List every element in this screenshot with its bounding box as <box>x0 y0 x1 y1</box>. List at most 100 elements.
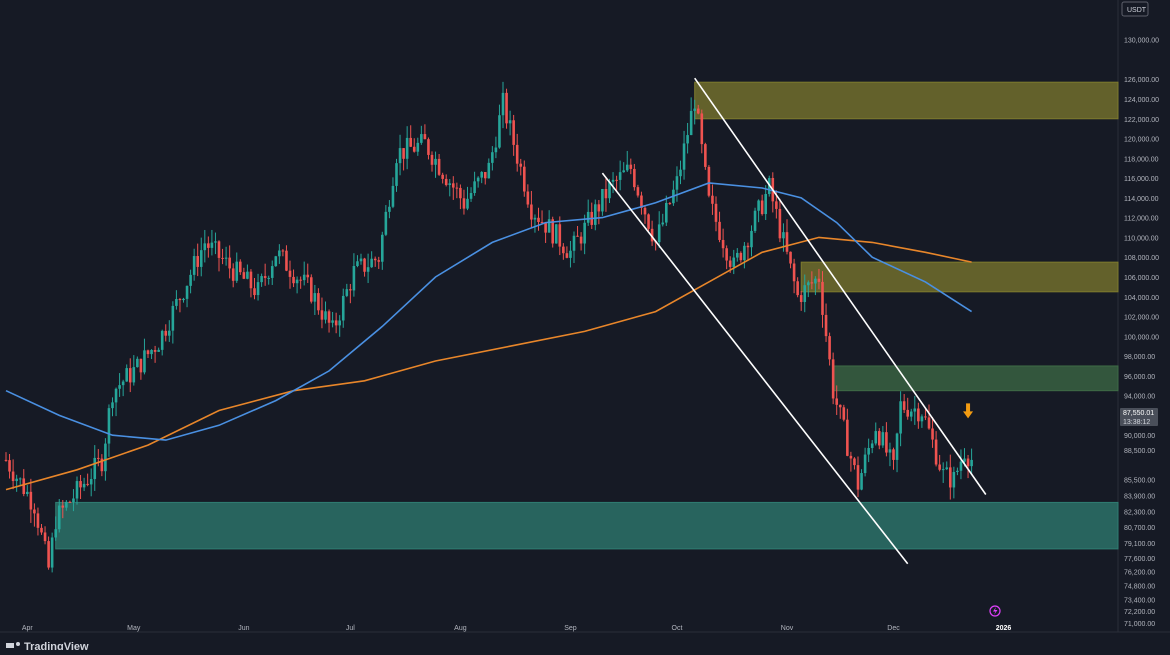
candle <box>402 148 405 171</box>
candle <box>185 285 189 308</box>
candle <box>849 451 853 472</box>
down-arrow-icon <box>963 403 974 419</box>
candle <box>966 454 970 479</box>
candle <box>214 232 217 255</box>
lower-trendline[interactable] <box>601 172 909 565</box>
candle <box>373 256 377 267</box>
candle <box>363 257 366 277</box>
candle <box>175 290 178 310</box>
candle <box>814 276 817 296</box>
candle <box>828 332 831 366</box>
candle <box>931 416 934 448</box>
candle <box>920 414 924 428</box>
candle <box>796 277 799 298</box>
candle <box>29 478 33 523</box>
candle <box>455 182 459 199</box>
candle <box>853 457 856 470</box>
price-tick-label: 79,100.00 <box>1124 541 1155 548</box>
candle <box>256 273 260 301</box>
candle <box>736 248 739 262</box>
candle <box>57 499 61 533</box>
candle <box>689 97 693 136</box>
price-tick-label: 124,000.00 <box>1124 97 1159 104</box>
candle <box>359 253 363 265</box>
candle <box>604 177 608 212</box>
candle <box>707 165 711 198</box>
candle <box>427 137 430 160</box>
candle <box>327 309 331 333</box>
current-price-countdown: 13:38:12 <box>1123 419 1150 426</box>
time-tick-label: Oct <box>672 625 683 632</box>
candle <box>949 454 952 500</box>
candle <box>696 104 700 115</box>
candle <box>934 431 938 467</box>
candle <box>178 297 182 313</box>
fast-moving-average-line <box>5 182 973 441</box>
candle <box>878 428 881 450</box>
lightning-icon[interactable] <box>989 605 1001 617</box>
candle <box>228 245 231 279</box>
candle <box>725 245 728 270</box>
candle <box>412 138 416 153</box>
candle <box>89 468 93 497</box>
candle <box>533 214 537 233</box>
candle <box>139 358 143 380</box>
candle <box>746 242 750 261</box>
price-tick-label: 106,000.00 <box>1124 275 1159 282</box>
time-axis[interactable]: Apr May Jun Jul Aug Sep Oct Nov Dec 2026 <box>22 625 1012 632</box>
currency-box[interactable] <box>1121 1 1149 17</box>
candle <box>622 162 625 173</box>
candle <box>274 255 278 267</box>
tradingview-brand: TradingView <box>24 641 89 650</box>
candle <box>452 176 455 200</box>
zones-layer <box>55 81 1119 550</box>
candle <box>810 271 814 290</box>
candle <box>824 303 828 342</box>
candle <box>8 453 11 479</box>
candle <box>583 214 586 255</box>
candle <box>295 276 299 294</box>
candle <box>11 459 15 490</box>
price-tick-label: 130,000.00 <box>1124 38 1159 45</box>
candle <box>704 142 707 170</box>
candle <box>594 199 597 231</box>
candle <box>100 454 104 477</box>
upper-trendline[interactable] <box>694 77 987 495</box>
candle <box>118 373 121 397</box>
candle <box>899 391 902 447</box>
candle <box>448 178 452 197</box>
candle <box>711 184 714 215</box>
time-tick-label: Jun <box>238 625 249 632</box>
price-tick-label: 120,000.00 <box>1124 137 1159 144</box>
candle <box>906 397 909 420</box>
candle <box>636 184 640 198</box>
candle <box>785 219 789 255</box>
candle <box>625 150 629 172</box>
candle <box>476 176 480 188</box>
candle <box>263 263 267 286</box>
candle <box>618 160 622 191</box>
price-tick-label: 100,000.00 <box>1124 334 1159 341</box>
candle <box>870 440 874 454</box>
candle <box>924 409 927 421</box>
candle <box>523 160 526 197</box>
candle <box>572 231 576 263</box>
candle <box>491 146 494 171</box>
price-tick-label: 122,000.00 <box>1124 117 1159 124</box>
candle <box>50 532 54 573</box>
candle <box>686 122 689 154</box>
candle <box>36 507 40 536</box>
candle <box>835 385 838 415</box>
candles-layer <box>4 81 973 573</box>
price-axis[interactable]: 130,000.00 126,000.00 124,000.00 122,000.00… <box>1124 38 1159 628</box>
candle <box>743 242 746 269</box>
candle <box>498 104 501 149</box>
price-tick-label: 104,000.00 <box>1124 295 1159 302</box>
candle <box>199 237 203 277</box>
candle <box>420 125 423 145</box>
candle <box>388 200 391 219</box>
candle <box>838 404 842 419</box>
candle <box>633 163 636 191</box>
